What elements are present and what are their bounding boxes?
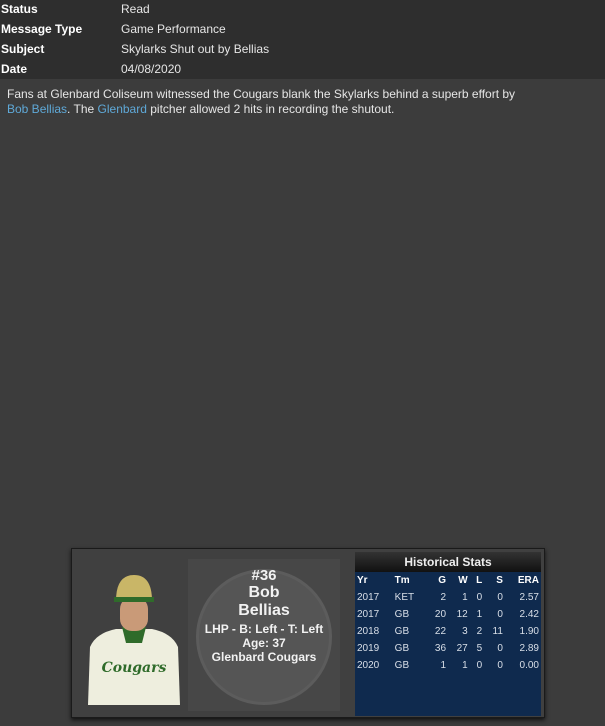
stats-column-header: Tm (394, 575, 410, 586)
stats-column-header: G (438, 575, 447, 586)
stats-cell: GB (394, 643, 410, 654)
historical-stats: Historical Stats Yr Tm G W L S ERA 2017 KET 2 1 0 0… (355, 552, 541, 716)
stats-cell: 0 (497, 643, 503, 654)
player-link[interactable]: Bob Bellias (7, 102, 68, 116)
message-text: pitcher allowed 2 hits in recording the … (146, 102, 395, 116)
player-team: Glenbard Cougars (211, 650, 317, 664)
stats-cell: 36 (434, 643, 447, 654)
message-text: . The (67, 102, 98, 116)
stats-cell: 2020 (357, 660, 380, 671)
message-type-label: Message Type (1, 22, 83, 36)
stats-column-header: ERA (517, 575, 539, 586)
stats-cell: 1.90 (519, 626, 539, 637)
stats-column-header: L (476, 575, 483, 586)
stats-cell: 0 (497, 660, 503, 671)
date-value: 04/08/2020 (121, 62, 182, 76)
message-text: Fans at Glenbard Coliseum witnessed the … (7, 87, 516, 101)
stats-cell: GB (394, 609, 410, 620)
stats-cell: KET (394, 592, 415, 603)
player-card: Cougars #36 Bob Bellias LHP - B: Left - … (71, 548, 545, 718)
message-type-value: Game Performance (121, 22, 226, 36)
stats-cell: 12 (456, 609, 468, 620)
player-first-name: Bob (248, 584, 280, 601)
subject-label: Subject (1, 42, 45, 56)
status-row: Status Read (0, 0, 605, 20)
stats-cell: 20 (434, 609, 447, 620)
stats-cell: 0 (476, 660, 483, 671)
date-label: Date (1, 62, 28, 76)
stats-cell: 2019 (357, 643, 380, 654)
stats-cell: 2 (476, 626, 483, 637)
stats-column-header: S (496, 575, 503, 586)
player-info: #36 Bob Bellias LHP - B: Left - T: Left … (188, 559, 340, 711)
player-age: Age: 37 (242, 636, 286, 650)
stats-cell: 5 (476, 643, 483, 654)
subject-value: Skylarks Shut out by Bellias (121, 42, 270, 56)
stats-cell: 0 (497, 592, 503, 603)
stats-cell: 27 (456, 643, 468, 654)
stats-row: 2017 KET 2 1 0 0 2.57 (355, 589, 541, 606)
stats-cell: 0 (476, 592, 483, 603)
stats-cell: GB (394, 660, 410, 671)
stats-cell: 1 (462, 592, 468, 603)
stats-column-header: Yr (357, 575, 368, 586)
stats-cell: 1 (476, 609, 483, 620)
stats-cell: 1 (462, 660, 468, 671)
stats-cell: 3 (462, 626, 468, 637)
player-number: #36 (251, 567, 277, 584)
message-header: Status Read Message Type Game Performance … (0, 0, 605, 79)
player-photo[interactable]: Cougars (86, 567, 182, 705)
status-label: Status (1, 2, 38, 16)
stats-row: 2017 GB 20 12 1 0 2.42 (355, 606, 541, 623)
team-logo-watermark (196, 569, 332, 705)
team-link[interactable]: Glenbard (97, 102, 147, 116)
stats-cell: GB (394, 626, 410, 637)
stats-cell: 2.57 (519, 592, 539, 603)
stats-cell: 0.00 (519, 660, 539, 671)
stats-column-header: W (458, 575, 468, 586)
stats-cell: 2.89 (519, 643, 539, 654)
message-type-row: Message Type Game Performance (0, 20, 605, 40)
stats-cell: 2 (440, 592, 447, 603)
stats-cell: 2018 (357, 626, 380, 637)
stats-row: 2019 GB 36 27 5 0 2.89 (355, 640, 541, 657)
stats-cell: 2.42 (519, 609, 539, 620)
stats-row: 2018 GB 22 3 2 11 1.90 (355, 623, 541, 640)
jersey-text: Cougars (102, 660, 167, 676)
message-body: Fans at Glenbard Coliseum witnessed the … (7, 87, 602, 117)
stats-cell: 11 (492, 626, 503, 637)
player-bio: LHP - B: Left - T: Left (204, 622, 324, 636)
player-last-name: Bellias (238, 602, 290, 619)
status-value: Read (121, 2, 150, 16)
stats-cell: 2017 (357, 592, 380, 603)
stats-row: 2020 GB 1 1 0 0 0.00 (355, 657, 541, 674)
subject-row: Subject Skylarks Shut out by Bellias (0, 40, 605, 60)
stats-cell: 2017 (357, 609, 380, 620)
stats-cell: 22 (434, 626, 447, 637)
message-line-2: Bob Bellias. The Glenbard pitcher allowe… (7, 102, 602, 117)
date-row: Date 04/08/2020 (0, 60, 605, 80)
stats-title: Historical Stats (355, 552, 541, 572)
stats-cell: 1 (440, 660, 447, 671)
stats-table: Yr Tm G W L S ERA 2017 KET 2 1 0 0 2.57 2017 GB 20 12 1 0 2… (355, 572, 541, 674)
stats-cell: 0 (497, 609, 503, 620)
